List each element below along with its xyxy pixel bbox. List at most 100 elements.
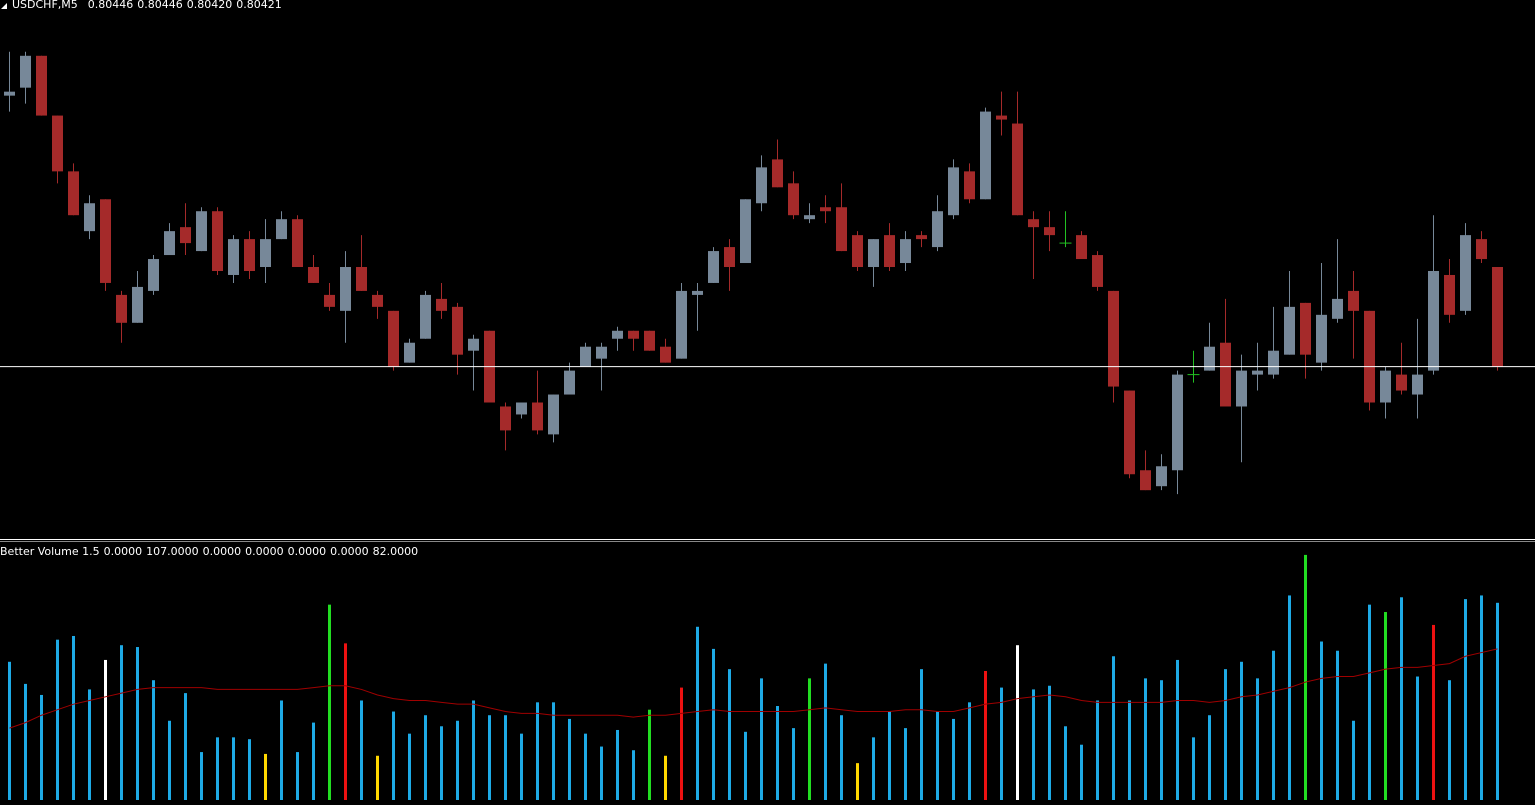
ohlc-value: 0.80446 [88, 0, 134, 11]
volume-bar [488, 715, 491, 800]
volume-bar [312, 722, 315, 800]
volume-bar [648, 709, 651, 800]
candle-body [516, 402, 527, 415]
candle-body [500, 406, 511, 431]
candle-body [852, 235, 863, 268]
candle-body [612, 330, 623, 339]
volume-bar [504, 715, 507, 800]
candle-body [1460, 235, 1471, 311]
volume-bar [824, 663, 827, 800]
volume-bar [1448, 680, 1451, 800]
candle-body [180, 227, 191, 244]
volume-bar [40, 694, 43, 800]
candle-body [1252, 370, 1263, 375]
volume-bar [536, 702, 539, 800]
candle-body [788, 183, 799, 216]
volume-bar [1128, 700, 1131, 800]
candle-body [1108, 290, 1119, 387]
candle-body [420, 294, 431, 339]
volume-bar [1160, 680, 1163, 800]
candle-body [868, 239, 879, 268]
volume-bar [248, 739, 251, 800]
volume-bar [744, 731, 747, 800]
candle-body [964, 171, 975, 200]
volume-bar [1464, 599, 1467, 800]
candle-body [772, 159, 783, 188]
indicator-value: 0.0000 [104, 545, 143, 558]
price-header: USDCHF,M5 0.80446 0.80446 0.80420 0.80421 [12, 0, 282, 11]
candle-body [1412, 374, 1423, 395]
menu-icon[interactable] [1, 3, 7, 9]
indicator-value: 107.0000 [146, 545, 199, 558]
volume-bar [1080, 744, 1083, 800]
volume-bar [904, 728, 907, 800]
volume-bar [1064, 726, 1067, 800]
volume-bar [104, 659, 107, 800]
volume-bar [88, 689, 91, 800]
candle-body [228, 239, 239, 275]
volume-bar [696, 626, 699, 800]
candle-body [1428, 270, 1439, 371]
candle-body [52, 115, 63, 172]
candle-body [260, 239, 271, 268]
volume-bar [872, 737, 875, 800]
candle-body [948, 167, 959, 216]
volume-bar [280, 700, 283, 800]
volume-bar [792, 728, 795, 800]
volume-bar [1032, 689, 1035, 800]
indicator-name: Better Volume 1.5 [0, 545, 100, 558]
candle-body [708, 251, 719, 283]
candle-body [836, 207, 847, 252]
candle-body [1044, 227, 1055, 236]
candle-body [1220, 342, 1231, 407]
candle-body [596, 346, 607, 359]
volume-bar [936, 711, 939, 800]
volume-bar [968, 702, 971, 800]
volume-bar [1272, 650, 1275, 800]
candle-body [452, 306, 463, 355]
volume-bar [456, 720, 459, 800]
volume-ma [9, 648, 1498, 729]
volume-bar [1240, 661, 1243, 800]
candle-body [1204, 346, 1215, 371]
candle-body [1284, 306, 1295, 355]
volume-bar [1048, 685, 1051, 800]
volume-bar [984, 671, 987, 800]
candle-body [1268, 350, 1279, 375]
candle-body [1172, 374, 1183, 471]
candle-body [1444, 274, 1455, 315]
candle-body [660, 346, 671, 363]
candle-body [436, 298, 447, 311]
candle-body [644, 330, 655, 351]
candle-body [324, 294, 335, 307]
volume-bar [712, 648, 715, 800]
volume-bar [1288, 595, 1291, 800]
volume-bar [1304, 554, 1307, 800]
volume-bar [1208, 715, 1211, 800]
candle-body [20, 55, 31, 88]
volume-bar [1432, 624, 1435, 800]
candle-body [308, 267, 319, 283]
volume-bar [1192, 737, 1195, 800]
candle-body [1076, 235, 1087, 260]
candle-body [916, 235, 927, 240]
candle-body [116, 294, 127, 323]
candle-body [900, 239, 911, 264]
candle-body [244, 239, 255, 271]
volume-bar [1144, 678, 1147, 800]
candle-body [932, 211, 943, 248]
volume-bar [584, 733, 587, 800]
volume-bar [1368, 604, 1371, 800]
candle-body [564, 370, 575, 395]
volume-bar [856, 763, 859, 800]
volume-bar [424, 715, 427, 800]
volume-bar [520, 733, 523, 800]
volume-bar [888, 711, 891, 800]
symbol: USDCHF,M5 [12, 0, 78, 11]
candle-body [1300, 302, 1311, 355]
candle-body [580, 346, 591, 367]
volume-bar [376, 755, 379, 800]
volume-bar [1400, 597, 1403, 800]
